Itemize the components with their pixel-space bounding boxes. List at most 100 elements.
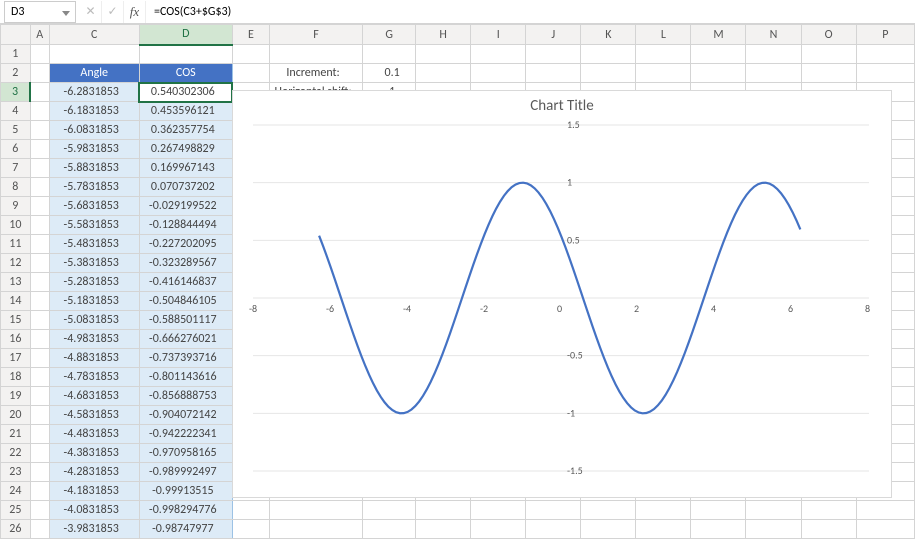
col-header-L[interactable]: L bbox=[636, 25, 691, 45]
cell-F2[interactable]: Increment: bbox=[269, 64, 362, 83]
cell-D11[interactable]: -0.227202095 bbox=[139, 235, 232, 254]
col-header-O[interactable]: O bbox=[801, 25, 856, 45]
fx-icon[interactable]: fx bbox=[124, 1, 146, 23]
col-header-N[interactable]: N bbox=[746, 25, 801, 45]
row-header-25[interactable]: 25 bbox=[1, 501, 31, 520]
cell-D1[interactable] bbox=[139, 45, 232, 64]
cell-J2[interactable] bbox=[526, 64, 581, 83]
cell-A2[interactable] bbox=[30, 64, 49, 83]
cell-I2[interactable] bbox=[471, 64, 526, 83]
col-header-F[interactable]: F bbox=[269, 25, 362, 45]
formula-input[interactable]: =COS(C3+$G$3) bbox=[146, 1, 915, 23]
cell-D8[interactable]: 0.070737202 bbox=[139, 178, 232, 197]
cell-H1[interactable] bbox=[416, 45, 471, 64]
row-header-7[interactable]: 7 bbox=[1, 159, 31, 178]
cell-K25[interactable] bbox=[581, 501, 636, 520]
cell-A1[interactable] bbox=[30, 45, 49, 64]
cell-C14[interactable]: -5.1831853 bbox=[49, 292, 139, 311]
cell-L2[interactable] bbox=[636, 64, 691, 83]
row-header-12[interactable]: 12 bbox=[1, 254, 31, 273]
row-header-1[interactable]: 1 bbox=[1, 45, 31, 64]
row-header-20[interactable]: 20 bbox=[1, 406, 31, 425]
cell-L26[interactable] bbox=[636, 520, 691, 539]
accept-icon[interactable]: ✓ bbox=[102, 1, 124, 23]
cell-E1[interactable] bbox=[232, 45, 269, 64]
cell-D4[interactable]: 0.453596121 bbox=[139, 102, 232, 121]
col-header-corner[interactable] bbox=[1, 25, 31, 45]
cell-G1[interactable] bbox=[363, 45, 416, 64]
cell-G2[interactable]: 0.1 bbox=[363, 64, 416, 83]
cell-A12[interactable] bbox=[30, 254, 49, 273]
col-header-I[interactable]: I bbox=[471, 25, 526, 45]
cell-H26[interactable] bbox=[416, 520, 471, 539]
cell-D24[interactable]: -0.99913515 bbox=[139, 482, 232, 501]
cell-E2[interactable] bbox=[232, 64, 269, 83]
cell-D16[interactable]: -0.666276021 bbox=[139, 330, 232, 349]
cell-A24[interactable] bbox=[30, 482, 49, 501]
row-header-2[interactable]: 2 bbox=[1, 64, 31, 83]
cell-D13[interactable]: -0.416146837 bbox=[139, 273, 232, 292]
row-header-22[interactable]: 22 bbox=[1, 444, 31, 463]
col-header-A[interactable]: A bbox=[30, 25, 49, 45]
cell-H2[interactable] bbox=[416, 64, 471, 83]
cell-A22[interactable] bbox=[30, 444, 49, 463]
cell-C6[interactable]: -5.9831853 bbox=[49, 140, 139, 159]
cell-A25[interactable] bbox=[30, 501, 49, 520]
cell-D5[interactable]: 0.362357754 bbox=[139, 121, 232, 140]
cell-D20[interactable]: -0.904072142 bbox=[139, 406, 232, 425]
cell-M26[interactable] bbox=[691, 520, 746, 539]
cell-K1[interactable] bbox=[581, 45, 636, 64]
row-header-18[interactable]: 18 bbox=[1, 368, 31, 387]
col-header-K[interactable]: K bbox=[581, 25, 636, 45]
col-header-P[interactable]: P bbox=[856, 25, 914, 45]
cell-D12[interactable]: -0.323289567 bbox=[139, 254, 232, 273]
cell-I1[interactable] bbox=[471, 45, 526, 64]
cell-C1[interactable] bbox=[49, 45, 139, 64]
cell-C8[interactable]: -5.7831853 bbox=[49, 178, 139, 197]
cell-D9[interactable]: -0.029199522 bbox=[139, 197, 232, 216]
cell-A10[interactable] bbox=[30, 216, 49, 235]
cell-D18[interactable]: -0.801143616 bbox=[139, 368, 232, 387]
cell-F26[interactable] bbox=[269, 520, 362, 539]
cell-P2[interactable] bbox=[856, 64, 914, 83]
cell-G26[interactable] bbox=[363, 520, 416, 539]
cell-C5[interactable]: -6.0831853 bbox=[49, 121, 139, 140]
cell-A23[interactable] bbox=[30, 463, 49, 482]
row-header-23[interactable]: 23 bbox=[1, 463, 31, 482]
cell-L1[interactable] bbox=[636, 45, 691, 64]
cell-O2[interactable] bbox=[801, 64, 856, 83]
cell-A8[interactable] bbox=[30, 178, 49, 197]
cell-C3[interactable]: -6.2831853 bbox=[49, 83, 139, 102]
cell-O26[interactable] bbox=[801, 520, 856, 539]
cell-L25[interactable] bbox=[636, 501, 691, 520]
cell-C15[interactable]: -5.0831853 bbox=[49, 311, 139, 330]
cell-M2[interactable] bbox=[691, 64, 746, 83]
cell-C2[interactable]: Angle bbox=[49, 64, 139, 83]
cell-F25[interactable] bbox=[269, 501, 362, 520]
cell-C16[interactable]: -4.9831853 bbox=[49, 330, 139, 349]
cell-D2[interactable]: COS bbox=[139, 64, 232, 83]
cell-M25[interactable] bbox=[691, 501, 746, 520]
cell-A5[interactable] bbox=[30, 121, 49, 140]
cell-D14[interactable]: -0.504846105 bbox=[139, 292, 232, 311]
col-header-H[interactable]: H bbox=[416, 25, 471, 45]
cell-C23[interactable]: -4.2831853 bbox=[49, 463, 139, 482]
row-header-10[interactable]: 10 bbox=[1, 216, 31, 235]
cell-N25[interactable] bbox=[746, 501, 801, 520]
cell-D21[interactable]: -0.942222341 bbox=[139, 425, 232, 444]
cell-C26[interactable]: -3.9831853 bbox=[49, 520, 139, 539]
cell-E25[interactable] bbox=[232, 501, 269, 520]
cell-N26[interactable] bbox=[746, 520, 801, 539]
cell-A11[interactable] bbox=[30, 235, 49, 254]
cell-P25[interactable] bbox=[856, 501, 914, 520]
cell-D6[interactable]: 0.267498829 bbox=[139, 140, 232, 159]
cell-A21[interactable] bbox=[30, 425, 49, 444]
cell-D17[interactable]: -0.737393716 bbox=[139, 349, 232, 368]
cell-D10[interactable]: -0.128844494 bbox=[139, 216, 232, 235]
name-box[interactable]: D3 bbox=[4, 1, 76, 23]
cell-C18[interactable]: -4.7831853 bbox=[49, 368, 139, 387]
row-header-9[interactable]: 9 bbox=[1, 197, 31, 216]
row-header-16[interactable]: 16 bbox=[1, 330, 31, 349]
row-header-4[interactable]: 4 bbox=[1, 102, 31, 121]
cell-E26[interactable] bbox=[232, 520, 269, 539]
